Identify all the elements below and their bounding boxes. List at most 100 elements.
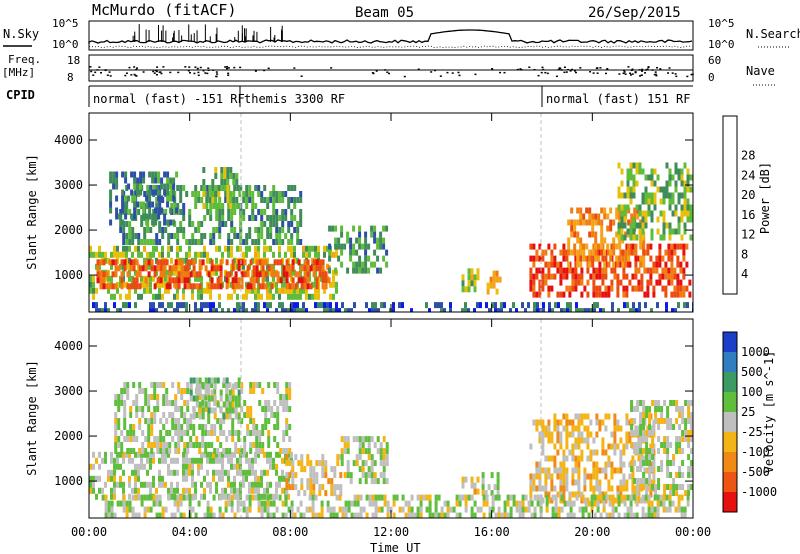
heatmap-cell xyxy=(282,430,286,436)
heatmap-cell xyxy=(383,494,387,501)
heatmap-cell xyxy=(428,506,432,513)
heatmap-cell xyxy=(458,500,462,507)
heatmap-cell xyxy=(284,233,288,239)
heatmap-cell xyxy=(607,443,611,450)
heatmap-cell xyxy=(151,171,155,178)
heatmap-cell xyxy=(213,400,217,406)
heatmap-cell xyxy=(254,487,257,494)
heatmap-cell xyxy=(315,283,319,290)
heatmap-cell xyxy=(666,406,670,412)
heatmap-cell xyxy=(231,407,235,414)
heatmap-cell xyxy=(683,222,687,229)
heatmap-cell xyxy=(571,455,575,462)
heatmap-cell xyxy=(104,451,107,458)
heatmap-cell xyxy=(559,419,563,426)
heatmap-cell xyxy=(379,472,383,479)
heatmap-cell xyxy=(340,249,344,256)
heatmap-cell xyxy=(237,283,241,290)
heatmap-cell xyxy=(128,506,132,513)
x-tick-label: 00:00 xyxy=(71,525,107,539)
heatmap-cell xyxy=(152,451,155,458)
heatmap-cell xyxy=(206,191,210,197)
heatmap-cell xyxy=(257,281,260,288)
heatmap-cell xyxy=(137,293,140,300)
heatmap-cell xyxy=(623,192,627,199)
heatmap-cell xyxy=(185,457,188,464)
heatmap-cell xyxy=(631,455,635,462)
heatmap-cell xyxy=(260,197,264,203)
heatmap-cell xyxy=(532,479,536,486)
heatmap-cell xyxy=(287,203,291,209)
heatmap-cell xyxy=(565,485,569,492)
heatmap-cell xyxy=(297,259,301,266)
heatmap-cell xyxy=(160,183,164,190)
heatmap-cell xyxy=(657,424,661,430)
heatmap-cell xyxy=(148,171,152,178)
heatmap-cell xyxy=(146,457,149,464)
heatmap-cell xyxy=(170,469,173,476)
heatmap-cell xyxy=(627,249,631,256)
heatmap-cell xyxy=(670,291,674,298)
heatmap-cell xyxy=(243,400,247,406)
heatmap-cell xyxy=(257,239,261,245)
heatmap-cell xyxy=(110,457,113,464)
heatmap-cell xyxy=(167,302,170,309)
heatmap-cell xyxy=(276,424,280,430)
heatmap-cell xyxy=(630,249,634,256)
heatmap-cell xyxy=(176,227,180,233)
heatmap-cell xyxy=(582,219,586,226)
heatmap-cell xyxy=(382,454,386,461)
heatmap-cell xyxy=(577,473,581,480)
heatmap-cell xyxy=(554,512,558,518)
heatmap-cell xyxy=(470,482,474,489)
heatmap-cell xyxy=(92,487,95,494)
heatmap-cell xyxy=(206,469,209,476)
heatmap-cell xyxy=(281,308,284,312)
heatmap-cell xyxy=(132,277,136,284)
heatmap-cell xyxy=(255,430,259,436)
heatmap-cell xyxy=(272,221,276,227)
heatmap-cell xyxy=(571,443,575,450)
heatmap-cell xyxy=(110,275,113,282)
heatmap-cell xyxy=(115,195,119,202)
heatmap-cell xyxy=(231,436,235,442)
heatmap-cell xyxy=(631,473,635,480)
heatmap-cell xyxy=(269,197,273,203)
heatmap-cell xyxy=(541,425,545,432)
heatmap-cell xyxy=(228,382,232,388)
heatmap-cell xyxy=(135,259,139,266)
heatmap-cell xyxy=(380,506,384,513)
heatmap-cell xyxy=(209,239,213,245)
heatmap-cell xyxy=(642,255,646,262)
heatmap-cell xyxy=(126,430,130,436)
heatmap-cell xyxy=(122,227,126,233)
heatmap-cell xyxy=(547,437,551,444)
heatmap-cell xyxy=(613,419,617,426)
heatmap-cell xyxy=(494,302,497,309)
heatmap-cell xyxy=(288,388,292,394)
heatmap-cell xyxy=(535,267,539,274)
heatmap-cell xyxy=(321,466,325,473)
heatmap-cell xyxy=(172,183,176,190)
heatmap-cell xyxy=(470,476,474,483)
heatmap-cell xyxy=(276,259,280,266)
heatmap-cell xyxy=(224,451,227,458)
heatmap-cell xyxy=(339,472,343,479)
heatmap-cell xyxy=(644,192,648,199)
heatmap-cell xyxy=(404,500,408,507)
heatmap-cell xyxy=(179,512,183,518)
heatmap-cell xyxy=(119,221,123,227)
heatmap-cell xyxy=(482,494,486,501)
heatmap-cell xyxy=(382,466,386,473)
heatmap-cell xyxy=(355,261,359,268)
heatmap-cell xyxy=(329,512,333,518)
heatmap-cell xyxy=(116,457,119,464)
heatmap-cell xyxy=(349,237,353,244)
heatmap-cell xyxy=(551,506,555,513)
heatmap-cell xyxy=(232,179,236,185)
heatmap-cell xyxy=(282,400,286,406)
heatmap-cell xyxy=(364,237,368,244)
heatmap-cell xyxy=(153,436,157,442)
heatmap-cell xyxy=(248,191,252,197)
heatmap-cell xyxy=(248,494,252,501)
